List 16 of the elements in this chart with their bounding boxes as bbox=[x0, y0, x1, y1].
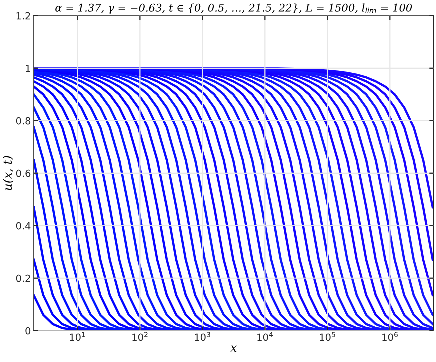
x-tick-label: 10$^{3}$ bbox=[195, 332, 210, 342]
y-tick-label: 0.6 bbox=[16, 170, 31, 178]
y-tick-label: 0.4 bbox=[16, 222, 31, 230]
y-tick-label: 0.8 bbox=[16, 117, 31, 125]
y-tick-label: 1.2 bbox=[16, 12, 30, 20]
y-axis-title: u(x, t) bbox=[2, 156, 14, 190]
x-tick-label: 10$^{6}$ bbox=[382, 332, 398, 342]
y-tick-label: 1 bbox=[26, 65, 30, 72]
chart-title: α = 1.37, γ = −0.63, t ∈ {0, 0.5, …, 21.5, 22}, L = 1500, l$_{lim}$ = 100 bbox=[56, 4, 412, 14]
x-tick-label: 10$^{4}$ bbox=[258, 332, 274, 342]
x-tick-label: 10$^{2}$ bbox=[132, 332, 148, 342]
y-tick-label: 0.2 bbox=[16, 274, 30, 282]
y-tick-label: 0 bbox=[26, 327, 31, 335]
x-tick-label: 10$^{1}$ bbox=[70, 332, 86, 342]
x-axis-title: x bbox=[230, 346, 238, 352]
x-tick-label: 10$^{5}$ bbox=[320, 332, 336, 342]
